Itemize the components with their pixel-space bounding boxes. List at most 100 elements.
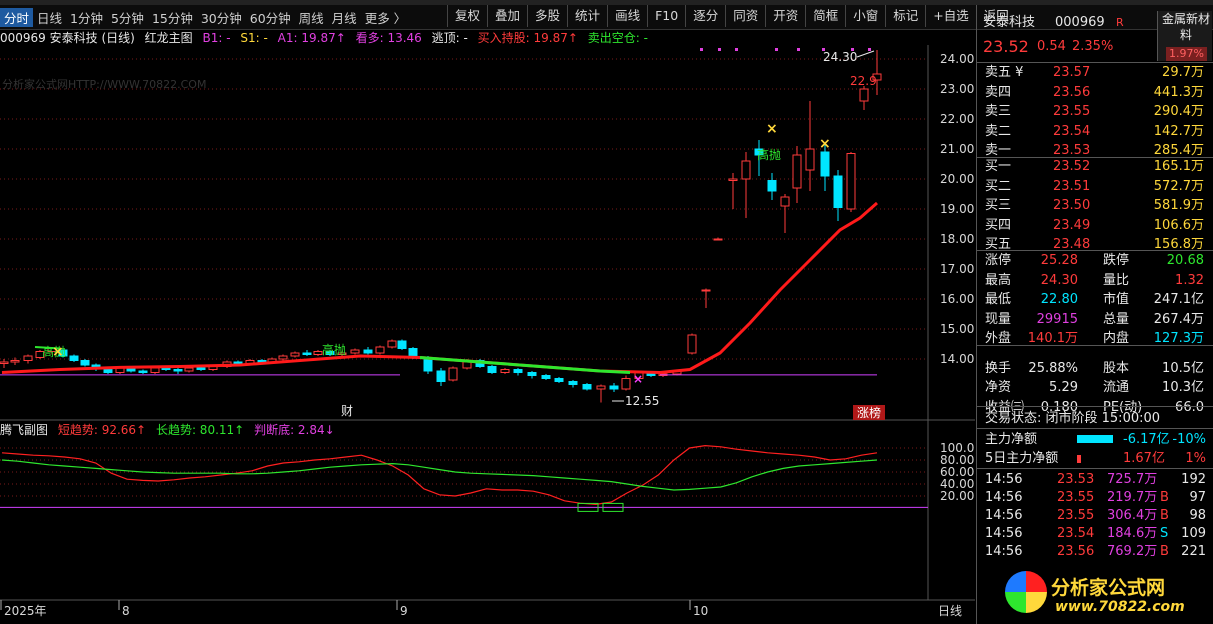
stat-value-2: 1.32 — [1175, 272, 1204, 288]
toolbar-button-3[interactable]: 统计 — [567, 5, 607, 27]
toolbar-button-8[interactable]: 开资 — [765, 5, 805, 27]
toolbar-button-10[interactable]: 小窗 — [845, 5, 885, 27]
stat-row: 净资 5.29 流通 10.3亿 — [977, 378, 1213, 397]
gaopao-label-2: 高抛 — [322, 342, 346, 357]
stat-value-2: 66.0 — [1175, 399, 1204, 415]
candle-body — [375, 346, 385, 354]
annot-high-label: 24.30 — [823, 50, 857, 64]
buy-label: 买四 — [985, 217, 1012, 233]
candle-body — [69, 355, 79, 361]
buy-price: 23.50 — [1053, 198, 1091, 213]
indicator-name[interactable]: 红龙主图 — [144, 31, 193, 45]
period-tab-3[interactable]: 5分钟 — [110, 10, 144, 26]
period-tab-4[interactable]: 15分钟 — [151, 10, 193, 26]
candle-body — [350, 349, 360, 354]
panel-divider — [977, 406, 1213, 407]
tick-volume: 184.6万 — [1107, 526, 1158, 541]
stock-name: 安泰科技 — [983, 15, 1036, 30]
period-tab-2[interactable]: 1分钟 — [70, 10, 103, 26]
candle-body — [741, 160, 751, 180]
sell-x-marker: × — [766, 121, 778, 137]
stat-row: 换手 25.88% 股本 10.5亿 — [977, 359, 1213, 378]
tick-row: 14:56 23.55 306.4万 B 98 — [977, 506, 1213, 525]
last-price: 23.52 — [983, 37, 1029, 56]
annot-high-pointer — [856, 50, 875, 58]
sub-tick-label: 60.00 — [940, 465, 974, 479]
stat-value: 140.1万 — [1027, 331, 1078, 346]
candle-body — [436, 370, 446, 382]
panel-divider — [977, 157, 1213, 158]
candle-body — [780, 196, 790, 207]
sell-volume: 441.3万 — [1153, 84, 1204, 100]
sell-price: 23.55 — [1053, 104, 1091, 119]
chart-area[interactable]: 24.00 23.00 22.00 21.00 20.00 19.00 18.00 17.00… — [0, 45, 975, 624]
sector-box[interactable]: 金属新材料 1.97% — [1157, 11, 1212, 61]
toolbar-button-6[interactable]: 逐分 — [685, 5, 725, 27]
price-tick-label: 17.00 — [940, 262, 974, 276]
candle-body — [0, 361, 9, 364]
watermark-text: 分析家公式网HTTP://WWW.70822.COM — [2, 77, 206, 91]
sell-price: 23.53 — [1053, 143, 1091, 158]
tick-side: S — [1160, 526, 1169, 541]
top-strip — [0, 0, 1213, 5]
sell-x-marker-3: × — [52, 344, 64, 360]
stock-code: 000969 — [1055, 15, 1105, 30]
mairu-label: 买入持股: 19.87↑ — [477, 31, 578, 45]
candle-body — [487, 366, 497, 373]
toolbar-button-5[interactable]: F10 — [647, 5, 685, 27]
stat-label: 最低 — [985, 292, 1012, 307]
main-net-row: 主力净额 -6.17亿 -10% — [977, 430, 1213, 449]
toolbar-button-7[interactable]: 同资 — [725, 5, 765, 27]
time-axis-label: 9 — [400, 604, 408, 618]
stock-flag: R — [1116, 16, 1124, 29]
buy-row: 买四 23.49 106.6万 — [977, 216, 1213, 235]
candle-body — [35, 351, 45, 358]
toolbar-button-12[interactable]: +自选 — [925, 5, 975, 27]
gaopao-label: 高抛 — [757, 147, 781, 162]
judge-label: 判断底: 2.84↓ — [254, 423, 335, 437]
period-tab-0[interactable]: 分时 — [0, 7, 34, 27]
buy-price: 23.52 — [1053, 159, 1091, 174]
period-tab-9[interactable]: 更多 〉 — [364, 10, 407, 26]
period-tab-6[interactable]: 60分钟 — [249, 10, 291, 26]
tick-time: 14:56 — [985, 508, 1023, 523]
stat-label-2: 量比 — [1103, 272, 1130, 288]
kanduo-label: 看多: 13.46 — [355, 31, 422, 45]
panel-divider — [977, 250, 1213, 251]
period-tab-1[interactable]: 日线 — [37, 10, 63, 26]
sell-label: 卖四 — [985, 84, 1012, 100]
long-trend-label: 长趋势: 80.11↑ — [155, 423, 245, 437]
time-axis-label: 2025年 — [4, 604, 47, 618]
stat-value-2: 10.3亿 — [1162, 380, 1204, 395]
candle-body — [233, 361, 243, 364]
stat-value-2: 247.1亿 — [1153, 292, 1204, 307]
period-tab-8[interactable]: 月线 — [331, 10, 357, 26]
toolbar-button-2[interactable]: 多股 — [527, 5, 567, 27]
candle-body — [325, 351, 335, 355]
stat-row: 涨停 25.28 跌停 20.68 — [977, 251, 1213, 270]
toolbar-button-11[interactable]: 标记 — [885, 5, 925, 27]
period-tab-5[interactable]: 30分钟 — [200, 10, 242, 26]
buy-label: 买五 — [985, 237, 1012, 252]
signal-dot — [718, 48, 721, 51]
s1-label: S1: - — [240, 31, 268, 45]
tick-price: 23.56 — [1057, 544, 1095, 559]
stat-value-2: 267.4万 — [1153, 311, 1204, 327]
toolbar-button-9[interactable]: 简框 — [805, 5, 845, 27]
candle-body — [596, 385, 606, 390]
toolbar-button-0[interactable]: 复权 — [447, 5, 487, 27]
candle-body — [448, 367, 458, 381]
sell-row: 卖四 23.56 441.3万 — [977, 83, 1213, 102]
sell-volume: 290.4万 — [1153, 104, 1204, 119]
signal-dot — [797, 48, 800, 51]
sub-chart-name[interactable]: 腾飞副图 — [0, 423, 49, 437]
annot-last-low-label: 22.9 — [850, 74, 877, 88]
toolbar-button-1[interactable]: 叠加 — [487, 5, 527, 27]
candle-body — [184, 367, 194, 372]
signal-dot — [851, 48, 854, 51]
main-net5-row: 5日主力净额 1.67亿 1% — [977, 449, 1213, 468]
candle-body — [872, 73, 882, 81]
period-tab-7[interactable]: 周线 — [298, 10, 324, 26]
toolbar-button-4[interactable]: 画线 — [607, 5, 647, 27]
stat-value-2: 10.5亿 — [1162, 360, 1204, 376]
